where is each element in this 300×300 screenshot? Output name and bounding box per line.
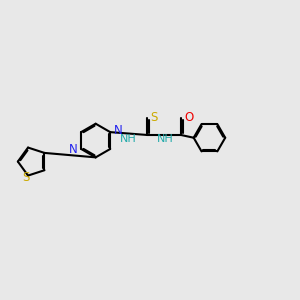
Text: O: O <box>184 111 194 124</box>
Text: S: S <box>22 171 30 184</box>
Text: NH: NH <box>120 134 137 145</box>
Text: S: S <box>150 111 158 124</box>
Text: N: N <box>69 143 78 156</box>
Text: N: N <box>114 124 122 137</box>
Text: NH: NH <box>157 134 173 145</box>
